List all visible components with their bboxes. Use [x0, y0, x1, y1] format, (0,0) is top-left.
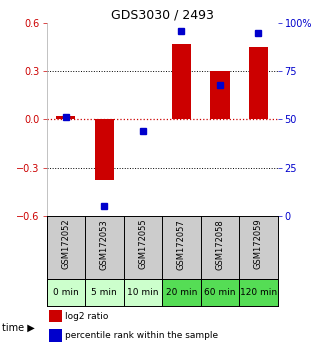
Text: percentile rank within the sample: percentile rank within the sample — [65, 331, 218, 340]
Bar — [162, 279, 201, 306]
Text: 20 min: 20 min — [166, 288, 197, 297]
Bar — [49, 310, 62, 322]
Bar — [85, 279, 124, 306]
Bar — [95, 119, 114, 181]
Title: GDS3030 / 2493: GDS3030 / 2493 — [111, 9, 213, 22]
Text: 5 min: 5 min — [91, 288, 117, 297]
Bar — [201, 279, 239, 306]
Text: GSM172059: GSM172059 — [254, 219, 263, 269]
Bar — [210, 71, 230, 119]
Text: 120 min: 120 min — [240, 288, 277, 297]
Text: 0 min: 0 min — [53, 288, 79, 297]
Text: log2 ratio: log2 ratio — [65, 312, 108, 321]
Bar — [239, 279, 278, 306]
Text: time ▶: time ▶ — [2, 322, 34, 332]
Text: GSM172058: GSM172058 — [215, 219, 224, 270]
Text: 60 min: 60 min — [204, 288, 236, 297]
Bar — [56, 116, 75, 119]
Bar — [47, 279, 85, 306]
Bar — [49, 330, 62, 342]
Bar — [249, 47, 268, 119]
Bar — [124, 279, 162, 306]
Text: GSM172052: GSM172052 — [61, 219, 70, 269]
Text: GSM172053: GSM172053 — [100, 219, 109, 270]
Bar — [172, 44, 191, 119]
Text: GSM172055: GSM172055 — [138, 219, 147, 269]
Text: GSM172057: GSM172057 — [177, 219, 186, 270]
Text: 10 min: 10 min — [127, 288, 159, 297]
